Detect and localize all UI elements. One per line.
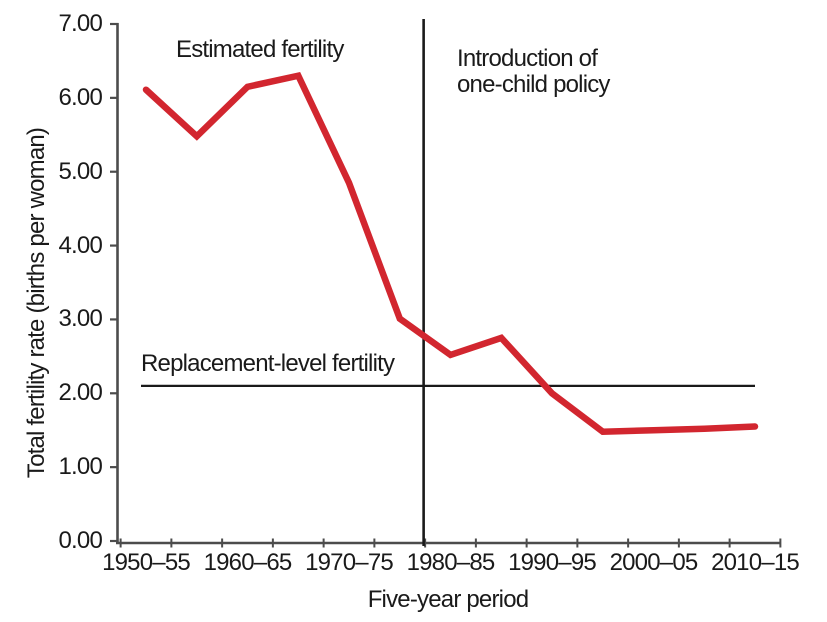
x-axis-title: Five-year period (367, 586, 529, 613)
one-child-policy-annotation-line2: one-child policy (457, 71, 610, 98)
x-tick-label: 1980–85 (406, 549, 496, 576)
x-tick-label: 1990–95 (508, 549, 597, 576)
one-child-policy-annotation-line1: Introduction of (457, 45, 598, 72)
y-tick-label: 4.00 (58, 231, 102, 259)
y-tick-label: 5.00 (58, 157, 102, 185)
x-tick-label: 1970–75 (305, 549, 394, 576)
y-tick-label: 0.00 (58, 527, 102, 554)
series-label-estimated-fertility: Estimated fertility (176, 36, 344, 63)
y-tick-label: 6.00 (58, 83, 102, 111)
fertility-line-series (142, 71, 759, 435)
x-tick-label: 2010–15 (711, 549, 800, 576)
x-tick-label: 2000–05 (609, 549, 699, 576)
x-tick-label: 1950–55 (102, 549, 191, 576)
x-tick-label: 1960–65 (203, 549, 293, 576)
y-tick-label: 7.00 (58, 10, 102, 37)
one-child-policy-annotation: Introduction of one-child policy (457, 46, 610, 98)
y-tick-label: 2.00 (58, 379, 102, 407)
replacement-level-label: Replacement-level fertility (141, 350, 395, 377)
y-tick-label: 3.00 (58, 305, 102, 333)
y-tick-label: 1.00 (58, 453, 102, 481)
